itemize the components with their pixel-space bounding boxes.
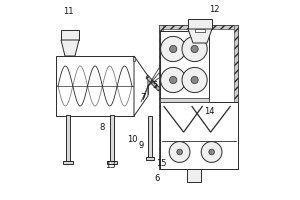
Circle shape — [182, 67, 207, 93]
Text: 10: 10 — [127, 134, 138, 144]
Text: 12: 12 — [209, 4, 219, 14]
Bar — [61, 30, 79, 40]
Bar — [107, 161, 117, 164]
Polygon shape — [146, 75, 160, 91]
Bar — [133, 57, 135, 61]
Circle shape — [160, 36, 186, 62]
Text: 13: 13 — [105, 160, 116, 170]
Polygon shape — [159, 165, 238, 169]
Circle shape — [169, 45, 177, 53]
Circle shape — [201, 142, 222, 162]
Bar — [188, 19, 212, 29]
Bar — [66, 115, 70, 164]
Circle shape — [209, 149, 214, 155]
Bar — [160, 31, 208, 100]
Polygon shape — [188, 29, 212, 43]
Bar — [110, 115, 114, 164]
Bar — [146, 157, 154, 160]
Text: 11: 11 — [63, 6, 73, 16]
Bar — [160, 102, 238, 169]
Text: 7: 7 — [140, 94, 146, 102]
Circle shape — [191, 45, 198, 53]
Text: 14: 14 — [204, 107, 214, 116]
Polygon shape — [134, 56, 148, 116]
Polygon shape — [61, 40, 79, 56]
Bar — [160, 98, 208, 102]
Text: 5: 5 — [153, 81, 158, 90]
Polygon shape — [159, 25, 238, 29]
Bar — [187, 169, 201, 182]
Polygon shape — [159, 25, 164, 169]
Bar — [195, 29, 205, 32]
Text: 6: 6 — [154, 174, 160, 183]
Text: 15: 15 — [156, 158, 166, 168]
Polygon shape — [234, 25, 238, 169]
Bar — [63, 161, 73, 164]
Circle shape — [191, 76, 198, 84]
Circle shape — [182, 36, 207, 62]
Bar — [159, 25, 238, 169]
Bar — [148, 116, 152, 160]
Text: 9: 9 — [138, 142, 144, 150]
Circle shape — [177, 149, 182, 155]
Bar — [56, 56, 134, 116]
Circle shape — [169, 76, 177, 84]
Circle shape — [160, 67, 186, 93]
Text: 8: 8 — [99, 122, 105, 132]
Circle shape — [169, 142, 190, 162]
